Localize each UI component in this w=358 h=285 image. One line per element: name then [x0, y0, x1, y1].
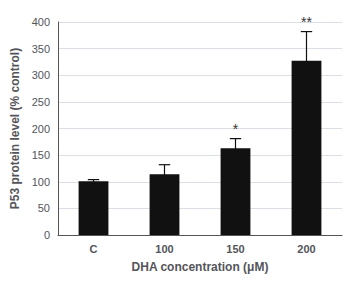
svg-text:50: 50: [38, 202, 50, 214]
svg-text:300: 300: [32, 69, 50, 81]
svg-text:250: 250: [32, 96, 50, 108]
svg-text:*: *: [233, 121, 239, 137]
svg-text:100: 100: [155, 243, 173, 255]
svg-text:C: C: [90, 243, 98, 255]
svg-text:200: 200: [32, 123, 50, 135]
svg-text:DHA concentration (μM): DHA concentration (μM): [132, 260, 269, 274]
svg-text:400: 400: [32, 16, 50, 28]
svg-text:150: 150: [32, 149, 50, 161]
svg-text:200: 200: [297, 243, 315, 255]
svg-text:350: 350: [32, 43, 50, 55]
svg-text:0: 0: [44, 229, 50, 241]
svg-text:150: 150: [226, 243, 244, 255]
svg-text:**: **: [301, 14, 312, 30]
svg-text:100: 100: [32, 176, 50, 188]
svg-text:P53 protein level (% control): P53 protein level (% control): [8, 48, 22, 209]
